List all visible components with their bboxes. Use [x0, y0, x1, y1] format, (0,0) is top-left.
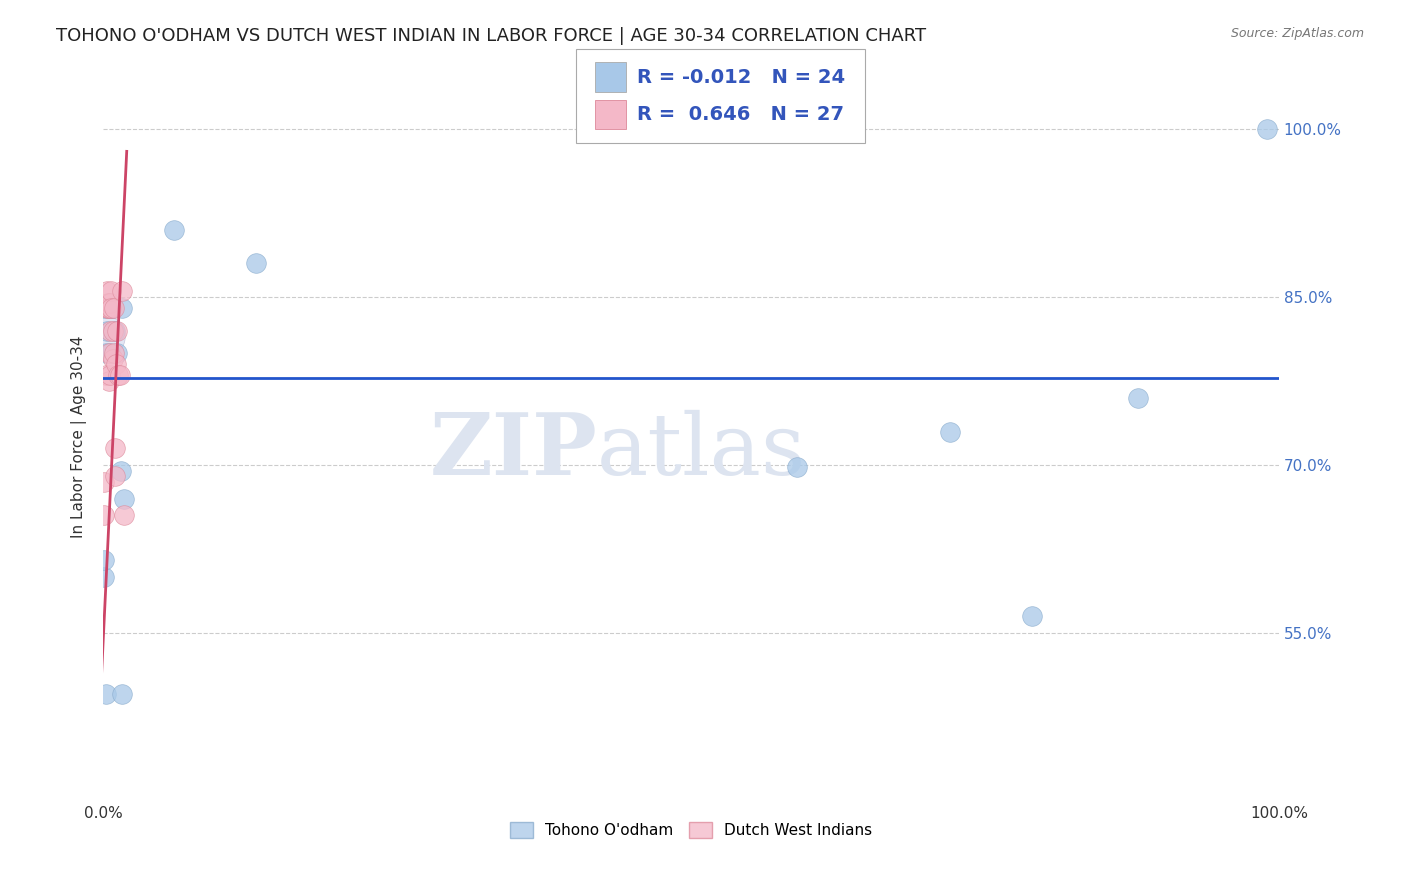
Point — [103, 301, 125, 315]
Point — [93, 475, 115, 489]
Text: TOHONO O'ODHAM VS DUTCH WEST INDIAN IN LABOR FORCE | AGE 30-34 CORRELATION CHART: TOHONO O'ODHAM VS DUTCH WEST INDIAN IN L… — [56, 27, 927, 45]
Point — [93, 553, 115, 567]
Point — [105, 324, 128, 338]
Point — [105, 357, 128, 371]
Point — [107, 368, 129, 383]
Point — [1256, 122, 1278, 136]
Point — [94, 688, 117, 702]
Point — [104, 469, 127, 483]
Point — [96, 301, 118, 315]
Legend: Tohono O'odham, Dutch West Indians: Tohono O'odham, Dutch West Indians — [503, 816, 879, 844]
Point — [103, 346, 125, 360]
Point — [100, 285, 122, 299]
Point — [112, 508, 135, 523]
Point — [1021, 609, 1043, 624]
Point — [104, 441, 127, 455]
Point — [101, 351, 124, 366]
Point — [97, 301, 120, 315]
Point — [786, 460, 808, 475]
Point — [98, 374, 121, 388]
Point — [1126, 391, 1149, 405]
Point — [111, 301, 134, 315]
Point — [101, 301, 124, 315]
Point — [98, 301, 121, 315]
Point — [100, 301, 122, 315]
Point — [93, 329, 115, 343]
Point — [101, 324, 124, 338]
Point — [245, 256, 267, 270]
Point — [96, 324, 118, 338]
Text: R = -0.012   N = 24: R = -0.012 N = 24 — [637, 68, 845, 87]
Point — [96, 285, 118, 299]
Point — [97, 301, 120, 315]
Point — [105, 346, 128, 360]
Point — [97, 295, 120, 310]
Point — [111, 688, 134, 702]
Point — [93, 570, 115, 584]
Point — [98, 368, 121, 383]
Point — [98, 295, 121, 310]
Point — [94, 346, 117, 360]
Point — [104, 324, 127, 338]
Y-axis label: In Labor Force | Age 30-34: In Labor Force | Age 30-34 — [72, 335, 87, 538]
Text: ZIP: ZIP — [429, 409, 598, 493]
Point — [98, 346, 121, 360]
Point — [93, 301, 115, 315]
Point — [163, 223, 186, 237]
Text: atlas: atlas — [598, 410, 806, 493]
Point — [111, 285, 134, 299]
Point — [112, 491, 135, 506]
Point — [110, 463, 132, 477]
Point — [100, 301, 122, 315]
Text: Source: ZipAtlas.com: Source: ZipAtlas.com — [1230, 27, 1364, 40]
Point — [938, 425, 960, 440]
Point — [108, 368, 131, 383]
Point — [98, 301, 121, 315]
Point — [94, 368, 117, 383]
Point — [98, 346, 121, 360]
Point — [93, 508, 115, 523]
Text: R =  0.646   N = 27: R = 0.646 N = 27 — [637, 105, 844, 124]
Point — [98, 324, 121, 338]
